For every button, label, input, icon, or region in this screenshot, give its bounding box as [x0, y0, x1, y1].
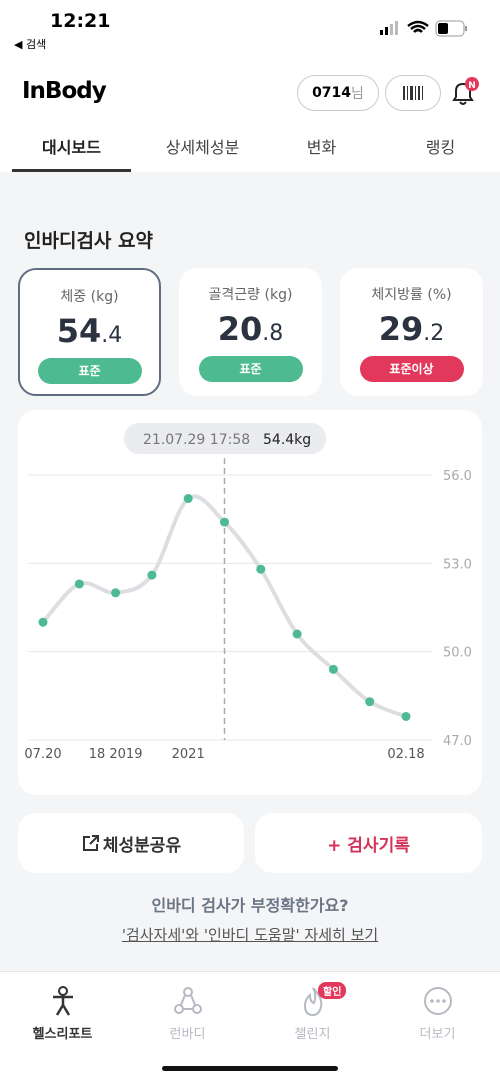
- nav-icon-svg: [303, 987, 322, 1017]
- chart: 56.0 53.0 50.0 47.0 07.20 18 2019 2021 02.18 21.…: [24, 423, 472, 762]
- tooltip-date: 21.07.29 17:58: [143, 432, 250, 448]
- barcode-icon: [403, 86, 423, 100]
- point: [328, 664, 338, 674]
- bottom-nav-bg: [0, 971, 500, 1082]
- summary-card[interactable]: 골격근량 (kg) 20.8 표준: [179, 268, 322, 396]
- chart-card: [18, 410, 482, 795]
- bell[interactable]: N: [448, 76, 482, 108]
- card-label: 체지방률 (%): [371, 287, 452, 303]
- nav-item[interactable]: 더보기: [375, 985, 500, 1042]
- nav-label: 런바디: [169, 1027, 206, 1042]
- x-tick-label: 18 2019: [89, 747, 143, 762]
- card-status: 표준: [198, 356, 303, 382]
- point: [38, 617, 48, 627]
- y-tick-label: 56.0: [443, 469, 472, 484]
- time: 12:21: [50, 10, 111, 32]
- card-status: 표준이상: [359, 356, 464, 382]
- point: [220, 517, 229, 527]
- tabs: 대시보드 상세체성분 변화 랭킹: [0, 128, 500, 172]
- y-tick-label: 50.0: [443, 646, 472, 661]
- x-tick-label: 02.18: [387, 747, 424, 762]
- tooltip: [124, 423, 326, 454]
- user-suffix: 님: [351, 86, 364, 102]
- card-value: 29.2: [340, 310, 483, 348]
- user-id: 0714: [312, 85, 352, 101]
- home-indicator: [162, 1066, 338, 1071]
- share-icon: [82, 835, 99, 851]
- tab[interactable]: 변화: [306, 138, 337, 157]
- share-label: 체성분공유: [102, 835, 182, 856]
- nav-icon-svg: [423, 987, 452, 1015]
- nav-icon: [125, 985, 250, 1019]
- nav-item[interactable]: 헬스리포트: [0, 985, 125, 1042]
- nav-badge: 할인: [318, 982, 347, 999]
- help-question: 인바디 검사가 부정확한가요?: [151, 896, 349, 915]
- card-value-int: 20: [217, 310, 263, 348]
- nav-label: 더보기: [419, 1027, 456, 1042]
- tooltip-value: 54.4kg: [263, 432, 311, 448]
- card-label: 체중 (kg): [60, 289, 119, 305]
- point: [292, 629, 302, 639]
- nav-icon-svg: [52, 986, 73, 1016]
- record-label: + 검사기록: [327, 835, 410, 856]
- nav-icon: [375, 985, 500, 1019]
- header-bg: [0, 0, 500, 172]
- y-tick-label: 47.0: [443, 734, 472, 749]
- nav-icon: [250, 985, 375, 1019]
- record-button[interactable]: + 검사기록: [255, 813, 482, 873]
- share-button[interactable]: 체성분공유: [18, 813, 244, 873]
- card-value: 54.4: [20, 312, 159, 350]
- x-tick-label: 2021: [172, 747, 205, 762]
- point: [147, 570, 157, 580]
- point: [256, 564, 266, 574]
- nav-label: 챌린지: [294, 1027, 331, 1042]
- nav-icon-svg: [173, 987, 202, 1014]
- tab[interactable]: 상세체성분: [165, 138, 240, 157]
- summary-card[interactable]: 체지방률 (%) 29.2 표준이상: [340, 268, 483, 396]
- help-link[interactable]: '검사자세'와 '인바디 도움말' 자세히 보기: [121, 926, 379, 944]
- point: [401, 711, 411, 721]
- point: [183, 494, 193, 504]
- nav-label: 헬스리포트: [32, 1027, 93, 1042]
- svg-text:N: N: [468, 81, 476, 91]
- card-value-dec: .4: [101, 323, 123, 348]
- nav-item[interactable]: 런바디: [125, 985, 250, 1042]
- card-label: 골격근량 (kg): [208, 287, 293, 303]
- status-icons: [380, 20, 467, 37]
- card-value-int: 29: [378, 310, 424, 348]
- nav-item[interactable]: 챌린지 할인: [250, 982, 375, 1042]
- nav-icon: [0, 985, 125, 1019]
- card-value-dec: .8: [262, 321, 284, 346]
- summary-card[interactable]: 체중 (kg) 54.4 표준: [18, 268, 161, 396]
- point: [74, 579, 84, 589]
- x-tick-label: 07.20: [24, 747, 61, 762]
- card-status: 표준: [37, 358, 142, 384]
- summary-title: 인바디검사 요약: [24, 230, 153, 252]
- y-tick-label: 53.0: [443, 557, 472, 572]
- user-chip[interactable]: 0714 님: [297, 75, 379, 111]
- point: [365, 697, 375, 707]
- back[interactable]: ◀ 검색: [14, 38, 47, 51]
- card-value-int: 54: [56, 312, 102, 350]
- tab[interactable]: 대시보드: [12, 128, 131, 172]
- tab[interactable]: 랭킹: [425, 138, 456, 157]
- card-value-dec: .2: [423, 321, 445, 346]
- logo: InBody: [22, 78, 107, 104]
- point: [111, 588, 121, 598]
- card-value: 20.8: [179, 310, 322, 348]
- barcode-button[interactable]: [385, 75, 441, 111]
